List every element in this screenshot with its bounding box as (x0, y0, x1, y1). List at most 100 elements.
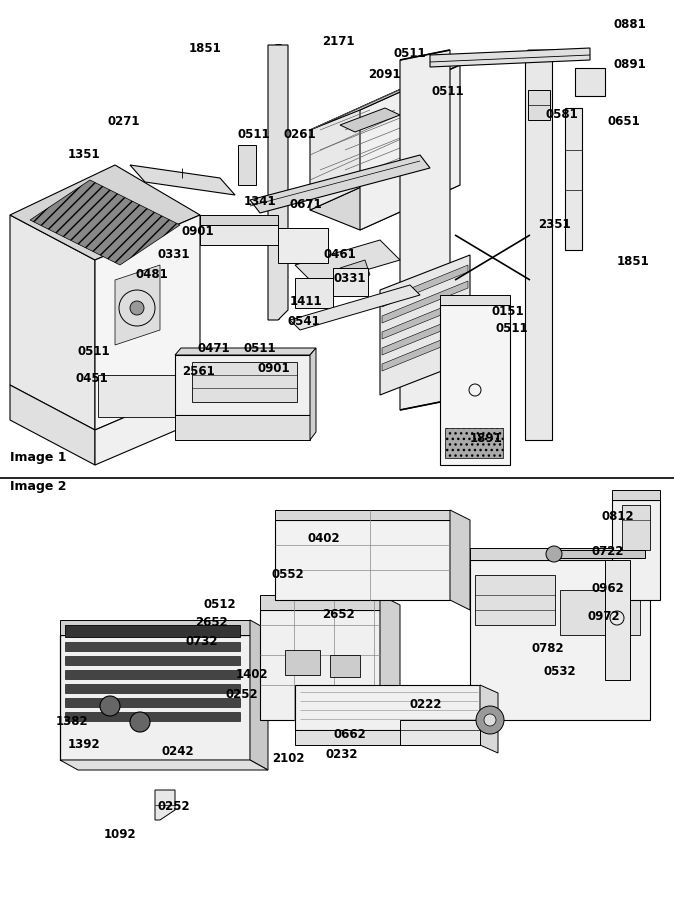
Bar (445, 428, 503, 458)
Polygon shape (175, 348, 316, 355)
Polygon shape (440, 295, 510, 305)
Bar (192, 362, 297, 402)
Circle shape (100, 696, 120, 716)
Polygon shape (480, 685, 498, 753)
Polygon shape (430, 48, 590, 67)
Text: 0511: 0511 (393, 47, 425, 60)
Polygon shape (450, 510, 470, 610)
Text: 0222: 0222 (410, 698, 443, 711)
Text: 0972: 0972 (588, 610, 621, 623)
Text: 0512: 0512 (204, 598, 237, 611)
Text: Image 1: Image 1 (10, 451, 67, 464)
Polygon shape (250, 155, 430, 213)
Bar (285, 650, 320, 675)
Bar (65, 684, 240, 693)
Text: 0331: 0331 (158, 248, 191, 261)
Polygon shape (295, 240, 400, 285)
Polygon shape (560, 550, 645, 558)
Polygon shape (382, 281, 468, 323)
Text: 0271: 0271 (108, 115, 140, 128)
Polygon shape (382, 329, 468, 371)
Text: 0451: 0451 (75, 372, 108, 385)
Polygon shape (268, 45, 288, 320)
Text: 0581: 0581 (545, 108, 578, 121)
Text: 0481: 0481 (135, 268, 168, 281)
Polygon shape (470, 560, 650, 720)
Text: 0891: 0891 (614, 58, 647, 71)
Text: 0662: 0662 (334, 728, 367, 741)
Text: 0732: 0732 (186, 635, 218, 648)
Bar (65, 698, 240, 707)
Text: 1382: 1382 (56, 715, 88, 728)
Text: 1402: 1402 (236, 668, 269, 681)
Polygon shape (60, 635, 250, 760)
Text: 0261: 0261 (284, 128, 317, 141)
Text: 0901: 0901 (258, 362, 290, 375)
Bar (575, 68, 605, 96)
Text: 0461: 0461 (324, 248, 357, 261)
Polygon shape (275, 520, 450, 600)
Text: Image 2: Image 2 (10, 480, 67, 493)
Text: 1411: 1411 (290, 295, 323, 308)
Text: 0242: 0242 (162, 745, 195, 758)
Text: 0782: 0782 (532, 642, 565, 655)
Polygon shape (310, 85, 410, 210)
Text: 0511: 0511 (244, 342, 276, 355)
Text: 1351: 1351 (68, 148, 100, 161)
Polygon shape (295, 730, 480, 745)
Bar (98, 375, 193, 417)
Bar (278, 228, 328, 263)
Text: 0511: 0511 (78, 345, 111, 358)
Polygon shape (95, 215, 200, 430)
Polygon shape (260, 610, 380, 720)
Polygon shape (382, 313, 468, 355)
Bar (475, 575, 555, 625)
Bar (65, 712, 240, 721)
Text: 2652: 2652 (195, 616, 228, 629)
Bar (238, 145, 256, 185)
Polygon shape (175, 415, 310, 440)
Polygon shape (115, 265, 160, 345)
Polygon shape (295, 685, 480, 730)
Polygon shape (10, 215, 95, 430)
Polygon shape (525, 50, 555, 55)
Polygon shape (470, 548, 650, 560)
Text: 0552: 0552 (272, 568, 305, 581)
Circle shape (130, 301, 144, 315)
Polygon shape (380, 255, 470, 395)
Polygon shape (380, 595, 400, 730)
Text: 1851: 1851 (617, 255, 650, 268)
Polygon shape (525, 55, 552, 440)
Polygon shape (612, 490, 660, 500)
Text: 0471: 0471 (197, 342, 230, 355)
Text: 1851: 1851 (189, 42, 222, 55)
Polygon shape (200, 225, 278, 245)
Text: 0232: 0232 (326, 748, 359, 761)
Polygon shape (260, 595, 380, 610)
Polygon shape (10, 385, 95, 465)
Text: 0881: 0881 (614, 18, 647, 31)
Text: 0541: 0541 (287, 315, 319, 328)
Polygon shape (30, 180, 180, 265)
Circle shape (130, 712, 150, 732)
Polygon shape (290, 285, 420, 330)
Circle shape (546, 546, 562, 562)
Polygon shape (310, 165, 460, 230)
Bar (65, 642, 240, 651)
Text: 0722: 0722 (591, 545, 623, 558)
Polygon shape (310, 65, 460, 130)
Text: 0151: 0151 (492, 305, 524, 318)
Text: 0511: 0511 (238, 128, 271, 141)
Text: 2091: 2091 (368, 68, 400, 81)
Text: 0901: 0901 (182, 225, 214, 238)
Text: 2171: 2171 (322, 35, 355, 48)
Polygon shape (400, 50, 450, 410)
Text: 2351: 2351 (538, 218, 571, 231)
Text: 0812: 0812 (601, 510, 634, 523)
Text: 1392: 1392 (68, 738, 100, 751)
Polygon shape (565, 108, 582, 250)
Polygon shape (60, 620, 250, 635)
Polygon shape (250, 620, 268, 770)
Text: 2102: 2102 (272, 752, 305, 765)
Text: 0651: 0651 (607, 115, 640, 128)
